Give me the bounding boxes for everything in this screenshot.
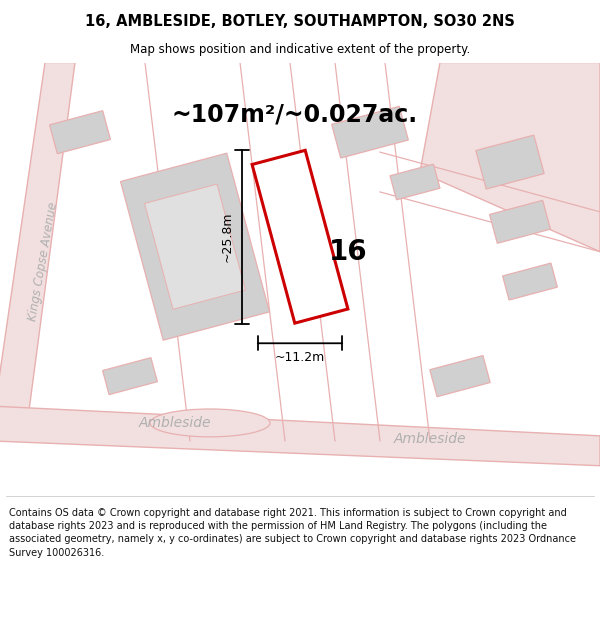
Polygon shape xyxy=(145,184,245,309)
Polygon shape xyxy=(420,62,600,252)
Polygon shape xyxy=(0,62,75,441)
Polygon shape xyxy=(50,111,110,154)
Text: Map shows position and indicative extent of the property.: Map shows position and indicative extent… xyxy=(130,43,470,56)
Text: ~11.2m: ~11.2m xyxy=(275,351,325,364)
Text: 16, AMBLESIDE, BOTLEY, SOUTHAMPTON, SO30 2NS: 16, AMBLESIDE, BOTLEY, SOUTHAMPTON, SO30… xyxy=(85,14,515,29)
Polygon shape xyxy=(103,357,157,394)
Polygon shape xyxy=(0,406,600,466)
Polygon shape xyxy=(252,150,348,323)
Text: Ambleside: Ambleside xyxy=(394,432,466,446)
Polygon shape xyxy=(430,356,490,397)
Text: ~107m²/~0.027ac.: ~107m²/~0.027ac. xyxy=(172,102,418,126)
Polygon shape xyxy=(390,164,440,200)
Polygon shape xyxy=(332,106,409,158)
Polygon shape xyxy=(490,200,550,243)
Ellipse shape xyxy=(150,409,270,437)
Polygon shape xyxy=(121,153,269,340)
Text: 16: 16 xyxy=(329,238,367,266)
Text: ~25.8m: ~25.8m xyxy=(221,211,234,262)
Text: Kings Copse Avenue: Kings Copse Avenue xyxy=(26,201,60,322)
Polygon shape xyxy=(476,135,544,189)
Text: Contains OS data © Crown copyright and database right 2021. This information is : Contains OS data © Crown copyright and d… xyxy=(9,508,576,558)
Text: Ambleside: Ambleside xyxy=(139,416,211,430)
Polygon shape xyxy=(503,263,557,300)
